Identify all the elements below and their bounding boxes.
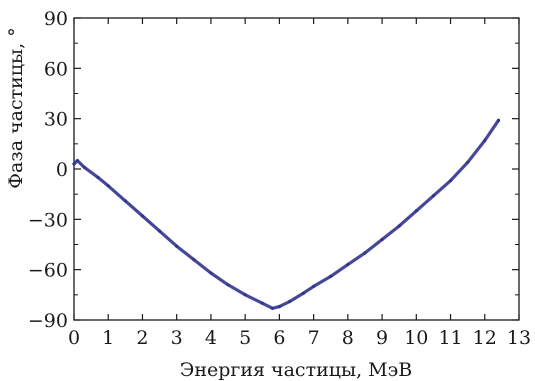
- data-point: [123, 199, 127, 203]
- data-point: [260, 301, 264, 305]
- data-point: [209, 271, 213, 275]
- x-tick-label: 5: [239, 327, 251, 349]
- phase-curve: [72, 118, 501, 310]
- data-point: [483, 138, 487, 143]
- x-tick-label: 1: [102, 327, 114, 349]
- data-point: [466, 160, 470, 164]
- data-point: [397, 224, 401, 228]
- x-tick-label: 9: [376, 327, 388, 349]
- data-point: [226, 283, 230, 287]
- plot-frame: [73, 17, 520, 321]
- x-tick-label: 2: [136, 327, 148, 349]
- y-tick-label: 90: [44, 8, 68, 30]
- y-tick-label: −60: [28, 260, 68, 282]
- x-tick-label: 12: [473, 327, 497, 349]
- y-tick-label: 30: [44, 109, 68, 131]
- x-axis-label: Энергия частицы, МэВ: [180, 359, 412, 381]
- data-point: [82, 165, 86, 169]
- series-layer: [72, 118, 501, 310]
- data-point: [346, 263, 350, 267]
- y-axis-label: Фаза частицы, °: [5, 27, 27, 188]
- data-point: [496, 118, 501, 122]
- y-axis-ticks: −90 −60 −30 0 30 60 90: [28, 8, 519, 332]
- data-point: [270, 306, 275, 310]
- data-point: [288, 299, 292, 304]
- x-tick-label: 11: [438, 327, 462, 349]
- data-point: [414, 209, 418, 213]
- data-point: [106, 184, 110, 188]
- data-point: [329, 274, 333, 278]
- data-point: [277, 305, 281, 309]
- data-point: [243, 293, 247, 297]
- x-axis-ticks: 0 1 2 3 4 5 6 7 8 9 10 11 12 13: [68, 18, 531, 349]
- x-tick-label: 8: [342, 327, 354, 349]
- data-point: [140, 214, 145, 218]
- data-point: [448, 179, 453, 183]
- y-tick-label: 0: [56, 159, 68, 181]
- x-tick-label: 13: [507, 327, 531, 349]
- x-tick-label: 3: [171, 327, 183, 349]
- y-tick-label: −30: [28, 209, 68, 231]
- data-point: [72, 162, 76, 166]
- y-tick-label: 60: [44, 58, 68, 80]
- data-point: [431, 194, 435, 198]
- data-point: [175, 244, 179, 248]
- data-point: [75, 159, 79, 163]
- x-tick-label: 10: [404, 327, 428, 349]
- data-point: [380, 237, 384, 242]
- data-point: [312, 284, 316, 288]
- x-tick-label: 4: [205, 327, 217, 349]
- data-point: [301, 291, 305, 295]
- data-point: [158, 229, 162, 233]
- x-tick-label: 7: [308, 327, 320, 349]
- x-tick-label: 6: [273, 327, 285, 349]
- y-tick-label: −90: [28, 310, 68, 332]
- x-tick-label: 0: [68, 327, 80, 349]
- data-point: [363, 251, 367, 255]
- data-point: [96, 175, 100, 179]
- data-point: [192, 258, 196, 262]
